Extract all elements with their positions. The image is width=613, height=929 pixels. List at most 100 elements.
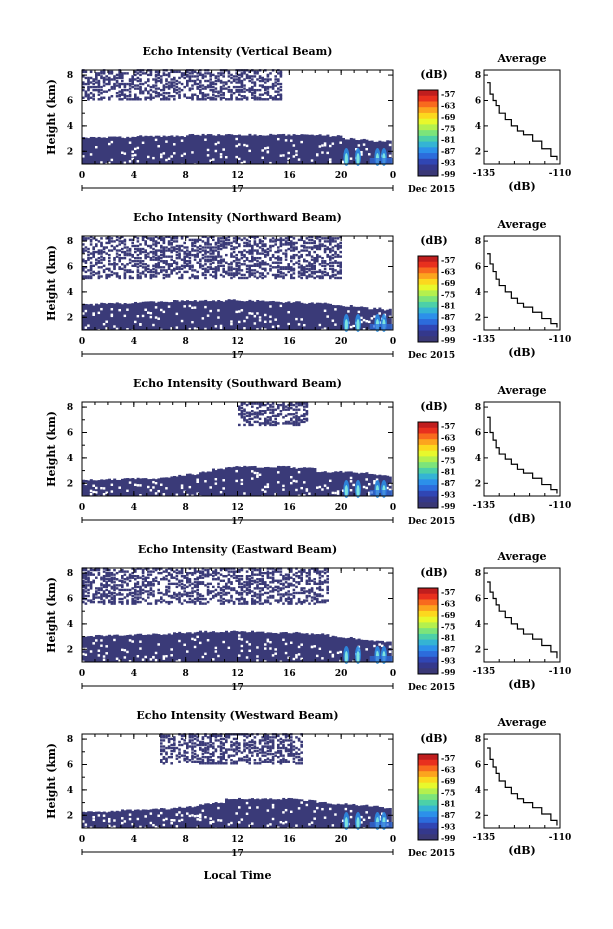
echo-cell — [131, 270, 134, 274]
echo-cell — [92, 568, 95, 572]
echo-cell — [170, 246, 173, 249]
gap-cell — [321, 151, 324, 154]
echo-cell — [204, 630, 208, 662]
echo-cell — [352, 638, 356, 662]
echo-cell — [214, 748, 218, 751]
echo-cell — [105, 812, 109, 828]
echo-cell — [308, 241, 311, 245]
echo-cell — [110, 87, 114, 90]
gap-cell — [128, 660, 132, 663]
echo-cell — [300, 238, 303, 242]
echo-cell — [318, 247, 322, 251]
average-line — [487, 581, 558, 659]
echo-cell — [100, 302, 104, 330]
echo-cell — [274, 570, 277, 573]
echo-cell — [323, 264, 327, 267]
gap-cell — [238, 821, 241, 824]
echo-cell — [253, 72, 257, 75]
echo-cell — [149, 593, 153, 596]
echo-cell — [139, 587, 142, 590]
echo-cell — [222, 275, 225, 278]
echo-cell — [235, 579, 238, 582]
echo-cell — [131, 602, 134, 605]
echo-cell — [115, 584, 119, 587]
echo-cell — [110, 602, 114, 605]
echo-cell — [136, 98, 140, 101]
echo-cell — [297, 582, 301, 586]
echo-cell — [167, 85, 171, 89]
echo-cell — [251, 269, 254, 272]
echo-cell — [251, 571, 254, 575]
echo-cell — [82, 275, 85, 278]
echo-cell — [313, 597, 316, 601]
echo-cell — [238, 276, 241, 280]
echo-cell — [188, 632, 192, 662]
echo-cell — [279, 72, 283, 75]
echo-cell — [160, 246, 163, 249]
echo-cell — [154, 73, 158, 77]
echo-cell — [232, 798, 236, 828]
echo-cell — [225, 591, 228, 595]
echo-cell — [235, 85, 238, 89]
echo-cell — [206, 590, 210, 593]
echo-cell — [191, 734, 194, 738]
echo-cell — [100, 600, 103, 604]
echo-cell — [95, 811, 98, 828]
echo-cell — [102, 567, 106, 570]
gap-cell — [186, 493, 189, 497]
echo-cell — [238, 81, 241, 84]
echo-cell — [305, 413, 309, 416]
echo-cell — [290, 406, 293, 410]
gap-cell — [165, 655, 168, 658]
echo-cell — [204, 762, 207, 765]
echo-cell — [316, 244, 319, 248]
echo-cell — [235, 269, 238, 272]
echo-cell — [188, 79, 192, 83]
echo-cell — [123, 240, 127, 243]
gap-cell — [92, 818, 95, 822]
echo-cell — [295, 416, 298, 419]
average-xlabel: (dB) — [508, 678, 535, 691]
echo-cell — [245, 264, 249, 267]
echo-cell — [199, 597, 202, 601]
echo-cell — [105, 237, 108, 240]
echo-cell — [147, 73, 150, 77]
echo-cell — [219, 802, 223, 828]
echo-cell — [139, 596, 142, 599]
echo-cell — [258, 84, 262, 87]
echo-cell — [100, 70, 103, 74]
echo-cell — [170, 135, 174, 164]
colorbar-segment — [418, 170, 438, 177]
gap-cell — [82, 155, 85, 158]
colorbar-segment — [418, 301, 438, 309]
echo-cell — [305, 264, 309, 267]
echo-cell — [97, 567, 101, 570]
echo-cell — [201, 581, 205, 584]
echo-cell — [219, 757, 223, 760]
x-tick-label: 8 — [183, 171, 189, 181]
echo-cell — [162, 72, 166, 75]
echo-cell — [102, 599, 106, 602]
echo-cell — [87, 138, 91, 164]
echo-cell — [100, 96, 103, 99]
echo-cell — [139, 275, 142, 278]
x-tick-label: 0 — [390, 337, 396, 347]
echo-cell — [193, 571, 197, 575]
echo-cell — [290, 235, 293, 239]
echo-cell — [154, 275, 158, 278]
echo-cell — [97, 811, 101, 828]
echo-cell — [217, 91, 220, 95]
echo-cell — [160, 748, 163, 751]
echo-cell — [180, 235, 184, 239]
echo-cell — [308, 594, 311, 598]
echo-cell — [167, 740, 171, 744]
gap-cell — [108, 329, 111, 332]
echo-cell — [170, 600, 173, 604]
average-y-label: 4 — [475, 288, 481, 298]
gap-cell — [206, 314, 210, 317]
echo-cell — [253, 465, 257, 496]
echo-cell — [316, 597, 319, 601]
echo-cell — [212, 255, 215, 258]
echo-cell — [110, 571, 114, 575]
echo-cell — [300, 570, 303, 573]
